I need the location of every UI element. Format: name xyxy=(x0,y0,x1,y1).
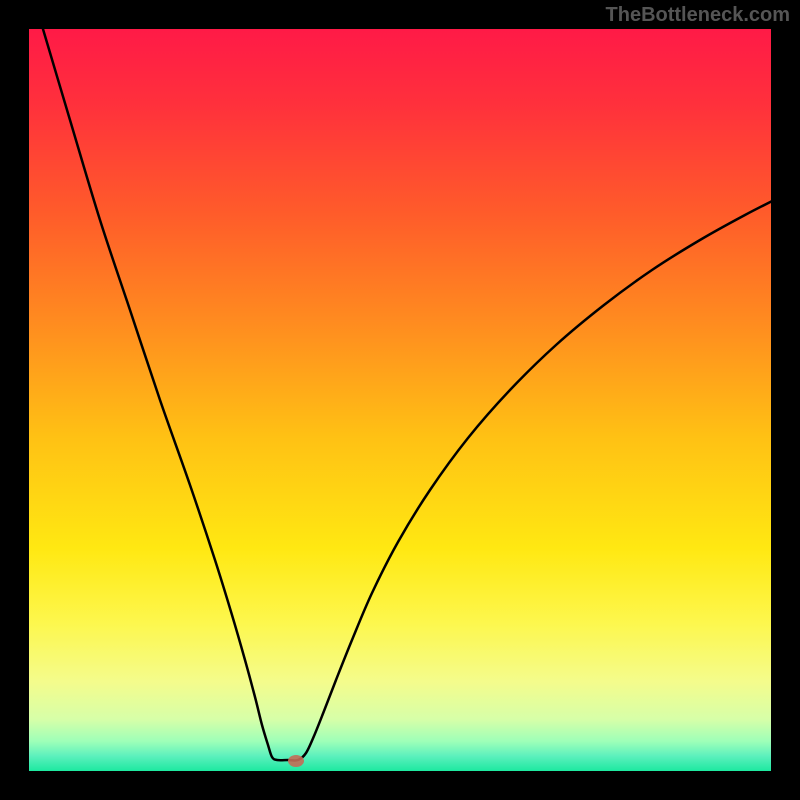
curve-layer xyxy=(0,0,800,800)
bottleneck-curve xyxy=(40,19,788,761)
chart-container: TheBottleneck.com xyxy=(0,0,800,800)
optimal-marker xyxy=(288,755,304,767)
watermark-text: TheBottleneck.com xyxy=(606,4,790,27)
